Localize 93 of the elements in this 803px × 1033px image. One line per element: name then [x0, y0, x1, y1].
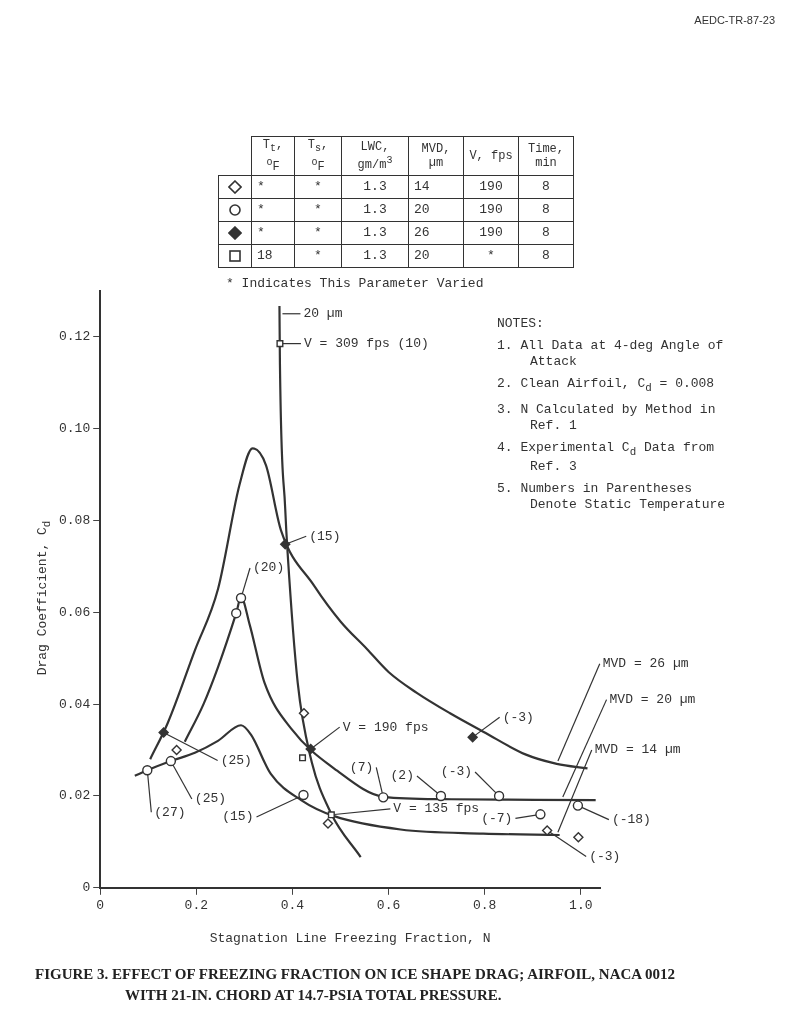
annotation: (-3) [589, 848, 621, 864]
point [378, 792, 389, 803]
point [572, 800, 584, 811]
annotation: (27) [154, 804, 186, 820]
annotation: (-7) [481, 810, 513, 826]
annotation: (25) [220, 753, 252, 769]
y-tick-label: 0 [82, 880, 91, 896]
point [535, 809, 546, 820]
annotation: NOTES: [497, 316, 545, 332]
point [298, 789, 309, 801]
annotation: (20) [253, 560, 285, 576]
annotation: (-3) [440, 764, 473, 780]
point [276, 340, 284, 348]
annotation: (15) [309, 528, 341, 544]
text: 4. Experimental C$_{d}$ Data from Ref. 3 [497, 439, 715, 475]
text: * [294, 175, 342, 199]
annotation: (7) [349, 759, 374, 775]
point [231, 607, 242, 619]
point [142, 765, 153, 776]
point [280, 539, 291, 550]
text: 190 [463, 198, 519, 222]
annotation: V = 309 fps (10) [303, 336, 429, 352]
text: MVD, µm [408, 136, 464, 176]
annotation: (2) [390, 768, 414, 784]
annotation: (15) [222, 809, 254, 825]
point [327, 811, 335, 819]
annotation: MVD = 14 µm [594, 742, 681, 758]
annotation: MVD = 26 µm [602, 656, 689, 672]
text: 8 [518, 175, 574, 199]
x-tick-label: 0.2 [184, 898, 209, 914]
text: * [251, 221, 295, 245]
point [235, 592, 247, 604]
y-tick-label: 0.04 [58, 696, 91, 712]
y-tick-label: 0.12 [58, 329, 91, 345]
text: 190 [463, 175, 519, 199]
x-tick-label: 0 [96, 898, 105, 914]
point [158, 727, 169, 738]
y-tick-label: 0.08 [58, 512, 91, 528]
annotation: 2. Clean Airfoil, C$_{d}$ = 0.008 [497, 376, 716, 396]
x-tick-label: 1.0 [569, 898, 593, 914]
point [299, 754, 307, 762]
point [573, 832, 584, 843]
y-tick-label: 0.06 [58, 604, 91, 620]
annotation: (-18) [611, 812, 651, 828]
text: * [294, 244, 342, 268]
point [435, 790, 447, 802]
annotation: 20 µm [303, 306, 343, 322]
point [493, 790, 505, 802]
text: T$_{s}$, $^{o}$F [294, 136, 342, 176]
text: 26 [408, 221, 464, 245]
annotation: 3. N Calculated by Method in Ref. 1 [497, 401, 717, 434]
annotation: (25) [194, 791, 227, 807]
x-tick-label: 0.8 [472, 898, 497, 914]
annotation: * Indicates This Parameter Varied [226, 276, 485, 292]
y-tick-label: 0.10 [58, 421, 91, 437]
point [171, 744, 182, 756]
text: V, fps [463, 136, 519, 176]
annotation: MVD = 20 µm [609, 692, 696, 708]
text: AEDC-TR-87-23 [694, 14, 775, 26]
annotation: (-3) [502, 709, 534, 725]
y-tick-label: 0.02 [58, 788, 91, 804]
text: 1.3 [341, 175, 409, 199]
text: * [294, 221, 342, 245]
text: 190 [463, 221, 519, 245]
text: 1.3 [341, 221, 409, 245]
text: 1.3 [341, 244, 409, 268]
x-axis-title: Stagnation Line Freezing Fraction, N [209, 930, 491, 946]
text: FIGURE 3. EFFECT OF FREEZING FRACTION ON ICE SHAPE DRAG; AIRFOIL, NACA 0012 WITH 21-IN. CHORD AT 14.7-PSIA TOTAL PRESSURE. [35, 965, 677, 1005]
text: 8 [518, 198, 574, 222]
text: Time, min [518, 136, 574, 176]
text: * [251, 175, 295, 199]
x-tick-label: 0.6 [376, 898, 401, 914]
annotation: 1. All Data at 4-deg Angle of Attack [497, 338, 725, 370]
text: LWC, gm/m$^{3}$ [341, 136, 409, 176]
text: 20 [408, 198, 464, 222]
x-tick-label: 0.4 [280, 898, 305, 914]
text: 8 [518, 221, 574, 245]
point [298, 708, 310, 719]
point [467, 731, 478, 743]
annotation: V = 135 fps [393, 801, 480, 817]
text: 1.3 [341, 198, 409, 222]
annotation: 5. Numbers in Parentheses Denote Static Temperature [497, 481, 727, 514]
text: * [294, 198, 342, 222]
point [165, 755, 177, 767]
text: T$_{t}$, $^{o}$F [251, 136, 295, 176]
text: 20 [408, 244, 464, 268]
text: 18 [251, 244, 295, 268]
annotation: V = 190 fps [342, 719, 429, 735]
point [305, 743, 316, 755]
text: * [251, 198, 295, 222]
text: * [463, 244, 519, 268]
text: 8 [518, 244, 574, 268]
text: 14 [408, 175, 464, 199]
